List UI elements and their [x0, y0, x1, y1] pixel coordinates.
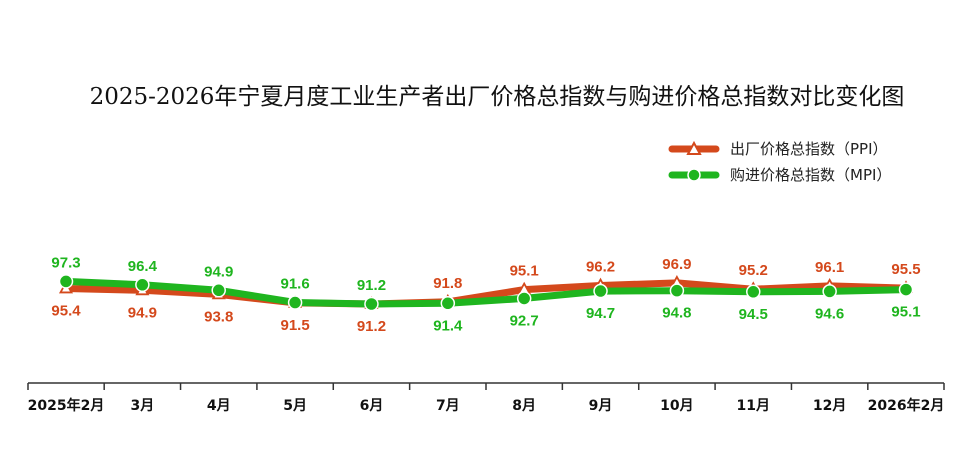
legend-triangle-marker-icon: [686, 140, 702, 155]
legend-label-ppi: 出厂价格总指数（PPI）: [730, 140, 888, 158]
mpi-point-marker: [516, 291, 532, 306]
chart-title: 2025-2026年宁夏月度工业生产者出厂价格总指数与购进价格总指数对比变化图: [90, 84, 905, 110]
data-label-ppi: 96.2: [586, 259, 615, 276]
mpi-point-marker: [58, 274, 74, 289]
legend-item-ppi: 出厂价格总指数（PPI）: [668, 140, 888, 158]
x-tick-label: 4月: [207, 398, 231, 414]
x-axis: 2025年2月 3月 4月 5月 6月 7月 8月 9月 10月 11月 12月 2026年2月: [27, 382, 945, 414]
data-label-mpi: 94.8: [662, 305, 691, 322]
x-tick-label: 7月: [436, 398, 460, 414]
data-label-ppi: 96.9: [662, 256, 691, 273]
x-tick-label: 12月: [813, 398, 846, 414]
data-label-mpi: 94.7: [586, 305, 615, 322]
x-tick-label: 2026年2月: [868, 397, 945, 414]
data-label-mpi: 94.5: [739, 306, 768, 323]
data-label-mpi: 97.3: [51, 254, 80, 271]
mpi-point-marker: [364, 296, 379, 312]
legend-circle-marker-icon: [687, 168, 701, 182]
data-label-ppi: 94.9: [128, 304, 157, 321]
x-tick-label: 10月: [660, 398, 693, 414]
x-tick-label: 6月: [360, 398, 384, 414]
data-label-ppi: 91.5: [280, 317, 309, 334]
x-tick-label: 2025年2月: [28, 397, 105, 414]
x-tick-label: 11月: [737, 398, 770, 414]
legend-label-mpi: 购进价格总指数（MPI）: [730, 166, 891, 184]
plot-area: [58, 274, 914, 312]
x-tick-label: 3月: [130, 398, 154, 414]
mpi-point-marker: [593, 283, 608, 299]
data-label-ppi: 96.1: [815, 259, 844, 276]
data-label-ppi: 93.8: [204, 308, 233, 325]
mpi-point-marker: [822, 284, 837, 299]
data-label-mpi: 91.2: [357, 277, 386, 294]
data-label-mpi: 95.1: [891, 304, 920, 321]
data-label-ppi: 95.5: [891, 261, 920, 278]
x-tick-label: 9月: [589, 398, 613, 414]
mpi-point-marker: [669, 283, 685, 298]
x-tick-label: 5月: [283, 398, 307, 414]
data-label-mpi: 91.6: [280, 276, 309, 293]
data-label-ppi: 91.8: [433, 275, 462, 292]
mpi-point-marker: [898, 282, 914, 297]
legend-item-mpi: 购进价格总指数（MPI）: [668, 166, 891, 184]
x-tick-label: 8月: [512, 398, 536, 414]
data-label-mpi: 96.4: [128, 258, 158, 275]
mpi-point-marker: [135, 277, 150, 293]
data-label-mpi: 92.7: [510, 312, 539, 329]
mpi-point-marker: [211, 283, 226, 298]
data-labels: 95.4 97.3 94.9 96.4 93.8 94.9 91.5 91.6 91.2 91.2…: [51, 254, 920, 335]
data-label-ppi: 95.4: [51, 302, 81, 319]
legend: 出厂价格总指数（PPI） 购进价格总指数（MPI）: [668, 140, 891, 184]
data-label-mpi: 94.9: [204, 263, 233, 280]
data-label-ppi: 91.2: [357, 318, 386, 335]
series-line-mpi: [62, 277, 910, 308]
data-label-mpi: 91.4: [433, 317, 463, 334]
data-label-ppi: 95.2: [739, 262, 768, 279]
data-label-mpi: 94.6: [815, 305, 844, 322]
mpi-point-marker: [440, 296, 456, 311]
mpi-point-marker: [746, 284, 761, 300]
mpi-point-marker: [287, 295, 303, 310]
data-label-ppi: 95.1: [510, 263, 539, 280]
